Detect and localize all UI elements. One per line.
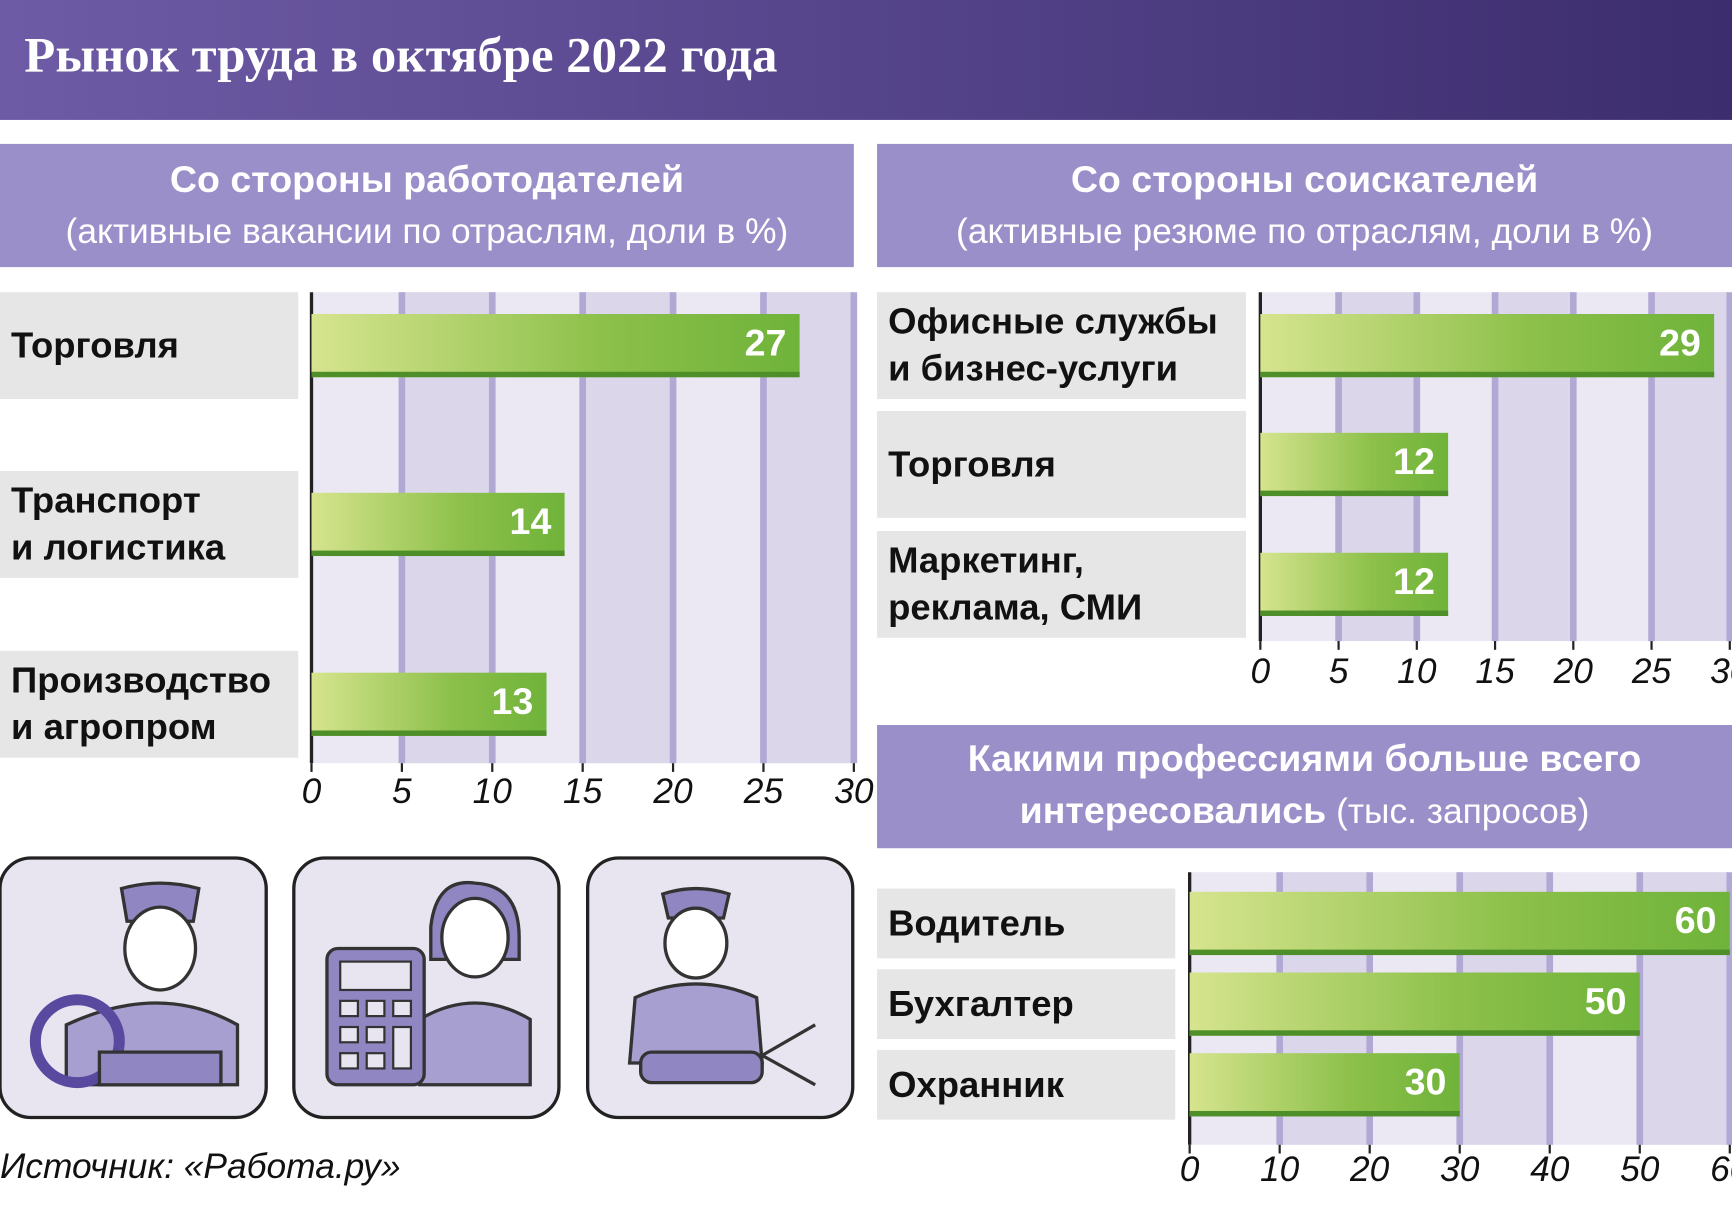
panel-header bbox=[877, 143, 1732, 268]
category-box bbox=[877, 969, 1176, 1040]
header: Какими профессиями больше всего интересо… bbox=[877, 725, 1732, 848]
panel-header bbox=[877, 725, 1732, 849]
category-box bbox=[0, 650, 299, 758]
x-tick-label: 20 bbox=[1349, 1150, 1390, 1189]
category-label-box: Торговля bbox=[888, 443, 1056, 484]
bar-edge bbox=[1260, 371, 1715, 378]
x-tick-label: 10 bbox=[473, 772, 513, 811]
category-label: Маркетинг, реклама, СМИ bbox=[888, 539, 1143, 627]
bar-edge bbox=[311, 371, 800, 378]
x-tick-label: 0 bbox=[1251, 652, 1271, 691]
bar-edge bbox=[1260, 490, 1449, 497]
source: Источник: «Работа.ру» bbox=[0, 1147, 400, 1186]
x-tick-label: 20 bbox=[1553, 652, 1594, 691]
chart-subtitle: (активные резюме по отраслям, доли в %) bbox=[956, 211, 1653, 251]
x-tick-label: 25 bbox=[1631, 652, 1672, 691]
bar-edge bbox=[1189, 1110, 1460, 1117]
x-tick-label: 40 bbox=[1530, 1150, 1570, 1189]
category-box bbox=[877, 292, 1246, 400]
value-label: 30 bbox=[1405, 1061, 1447, 1103]
bar-edge bbox=[1189, 1030, 1640, 1036]
value-label: 13 bbox=[491, 680, 533, 722]
x-tick-label: 15 bbox=[563, 772, 603, 811]
chart-subtitle: (активные вакансии по отраслям, доли в %… bbox=[65, 211, 789, 251]
icon-guard bbox=[585, 856, 855, 1120]
header-text: Со стороны соискателей (активные резюме п… bbox=[877, 144, 1732, 267]
bar-edge bbox=[311, 550, 565, 557]
x-tick-label: 30 bbox=[1440, 1150, 1480, 1189]
category-label-box: Маркетинг, реклама, СМИ bbox=[888, 539, 1143, 627]
panel-header bbox=[0, 143, 854, 268]
x-tick-label: 5 bbox=[1329, 652, 1349, 691]
category-box bbox=[877, 411, 1246, 518]
icon-driver bbox=[0, 856, 268, 1120]
bar bbox=[1260, 552, 1449, 616]
category-label-box: Торговля bbox=[11, 324, 179, 365]
x-tick-label: 0 bbox=[302, 772, 322, 811]
title-bar bbox=[0, 0, 1732, 120]
category-box bbox=[0, 470, 299, 578]
bar-edge bbox=[311, 730, 547, 736]
bar bbox=[311, 672, 547, 736]
category-label: Офисные службы и бизнес-услуги bbox=[888, 301, 1218, 389]
x-tick-label: 30 bbox=[1710, 652, 1732, 691]
chart-title: Какими профессиями больше всего интересо… bbox=[967, 738, 1642, 832]
category-label-box: Офисные службы и бизнес-услуги bbox=[888, 301, 1218, 389]
x-tick-label: 30 bbox=[834, 772, 874, 811]
bar bbox=[1260, 313, 1715, 378]
bar-edge bbox=[1260, 610, 1449, 616]
bar bbox=[1189, 891, 1730, 956]
category-label-box: Производство и агропром bbox=[11, 659, 272, 747]
icon-accountant bbox=[292, 856, 561, 1120]
category-label-box: Водитель bbox=[888, 902, 1066, 943]
category-box bbox=[877, 530, 1246, 638]
bar bbox=[1260, 432, 1449, 497]
x-tick-label: 15 bbox=[1475, 652, 1515, 691]
category-box bbox=[877, 1049, 1176, 1120]
category-label: Производство и агропром bbox=[11, 659, 272, 747]
value-label: 29 bbox=[1659, 322, 1701, 364]
category-label: Охранник bbox=[888, 1063, 1064, 1104]
header-text: Со стороны работодателей (активные ваканс… bbox=[0, 144, 854, 267]
category-label: Водитель bbox=[888, 902, 1066, 943]
page-title: Рынок труда в октябре 2022 года bbox=[24, 27, 777, 83]
chart-title: Со стороны работодателей bbox=[169, 159, 684, 201]
category-label: Бухгалтер bbox=[888, 982, 1074, 1024]
x-tick-label: 20 bbox=[652, 772, 693, 811]
category-label-box: Транспорт и логистика bbox=[11, 479, 226, 567]
chart-title: Со стороны соискателей bbox=[1070, 159, 1539, 201]
chart-subtitle: (тыс. запросов) bbox=[1336, 791, 1590, 831]
bar-edge bbox=[1189, 949, 1730, 956]
value-label: 12 bbox=[1393, 560, 1435, 602]
category-label: Торговля bbox=[888, 443, 1056, 484]
value-label: 12 bbox=[1393, 440, 1435, 482]
x-tick-label: 50 bbox=[1620, 1150, 1660, 1189]
x-tick-label: 10 bbox=[1260, 1150, 1300, 1189]
header: Со стороны соискателей (активные резюме п… bbox=[877, 144, 1732, 267]
x-tick-label: 0 bbox=[1180, 1150, 1200, 1189]
header-text: Какими профессиями больше всего интересо… bbox=[877, 725, 1732, 848]
value-label: 50 bbox=[1585, 980, 1627, 1022]
category-box bbox=[0, 292, 299, 400]
category-label: Транспорт и логистика bbox=[11, 479, 226, 567]
value-label: 27 bbox=[745, 322, 787, 364]
bar bbox=[311, 313, 800, 378]
bar bbox=[1189, 972, 1640, 1036]
bar bbox=[311, 492, 565, 557]
category-box bbox=[877, 888, 1176, 959]
bar bbox=[1189, 1053, 1460, 1117]
category-label: Торговля bbox=[11, 324, 179, 365]
x-tick-label: 25 bbox=[743, 772, 784, 811]
value-label: 60 bbox=[1675, 899, 1717, 941]
header: Со стороны работодателей (активные ваканс… bbox=[0, 144, 854, 267]
value-label: 14 bbox=[510, 500, 552, 542]
category-label-box: Бухгалтер bbox=[888, 982, 1074, 1024]
x-tick-label: 60 bbox=[1710, 1150, 1732, 1189]
x-tick-label: 10 bbox=[1397, 652, 1437, 691]
x-tick-label: 5 bbox=[392, 772, 412, 811]
category-label-box: Охранник bbox=[888, 1063, 1064, 1104]
